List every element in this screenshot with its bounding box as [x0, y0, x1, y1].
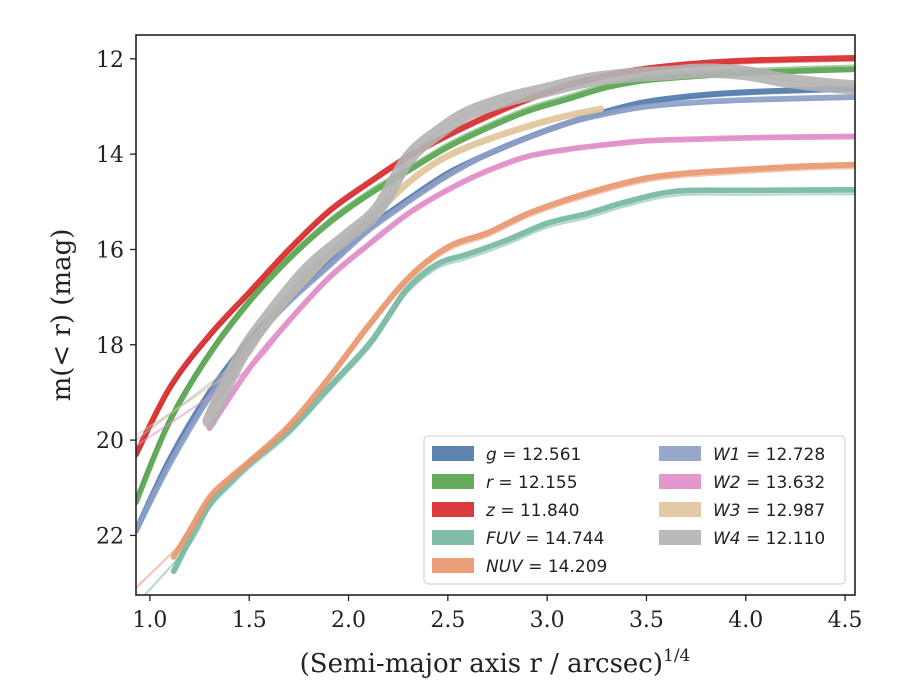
x-tick-label: 3.0: [530, 608, 565, 633]
legend-label-nuv: NUV = 14.209: [486, 557, 607, 577]
x-tick-label: 3.5: [629, 608, 664, 633]
legend-swatch-r: [432, 474, 474, 489]
legend-label-w4: W4 = 12.110: [713, 529, 825, 549]
nuv-curve: [170, 161, 855, 560]
x-tick-label: 4.5: [828, 608, 863, 633]
x-axis-label: (Semi-major axis r / arcsec)1/4: [300, 646, 691, 679]
x-tick-label: 2.0: [331, 608, 366, 633]
y-tick-label: 20: [96, 429, 124, 454]
z-curve: [136, 55, 855, 458]
w4-curve: [202, 63, 855, 429]
plot-frame: [135, 34, 856, 596]
legend-label-w3: W3 = 12.987: [713, 501, 825, 521]
fuv-reference-profile: [143, 193, 855, 595]
x-axis-label-main: (Semi-major axis r / arcsec): [300, 649, 663, 679]
x-axis-label-superscript: 1/4: [663, 646, 690, 666]
legend-swatch-g: [432, 446, 474, 461]
legend-label-g: g = 12.561: [486, 445, 581, 465]
y-tick-label: 12: [96, 48, 124, 73]
y-axis: 12 14 16 18 20 22: [96, 48, 136, 549]
legend-swatch-nuv: [432, 558, 474, 573]
w2-curve: [206, 133, 855, 432]
legend-label-w2: W2 = 13.632: [713, 473, 825, 493]
series-layer: [136, 55, 855, 595]
legend-swatch-w4: [659, 530, 701, 545]
x-tick-label: 1.5: [232, 608, 267, 633]
x-tick-label: 4.0: [728, 608, 763, 633]
y-tick-label: 14: [96, 143, 124, 168]
legend-label-r: r = 12.155: [486, 473, 578, 493]
x-tick-label: 1.0: [132, 608, 167, 633]
legend-swatch-w1: [659, 446, 701, 461]
x-tick-label: 2.5: [430, 608, 465, 633]
legend-label-fuv: FUV = 14.744: [486, 529, 604, 549]
legend-swatch-w2: [659, 474, 701, 489]
x-axis: 1.0 1.5 2.0 2.5 3.0 3.5 4.0 4.5: [132, 595, 863, 633]
legend-label-w1: W1 = 12.728: [713, 445, 825, 465]
legend: g = 12.561 r = 12.155 z = 11.840 FUV = 14.7…: [423, 435, 846, 585]
legend-frame: [423, 435, 846, 585]
legend-label-z: z = 11.840: [485, 501, 579, 521]
legend-swatch-fuv: [432, 530, 474, 545]
y-tick-label: 16: [96, 238, 124, 263]
legend-swatch-w3: [659, 502, 701, 517]
legend-swatch-z: [432, 502, 474, 517]
y-tick-label: 22: [96, 524, 124, 549]
y-axis-label: m(< r) (mag): [47, 229, 77, 402]
y-tick-label: 18: [96, 334, 124, 359]
